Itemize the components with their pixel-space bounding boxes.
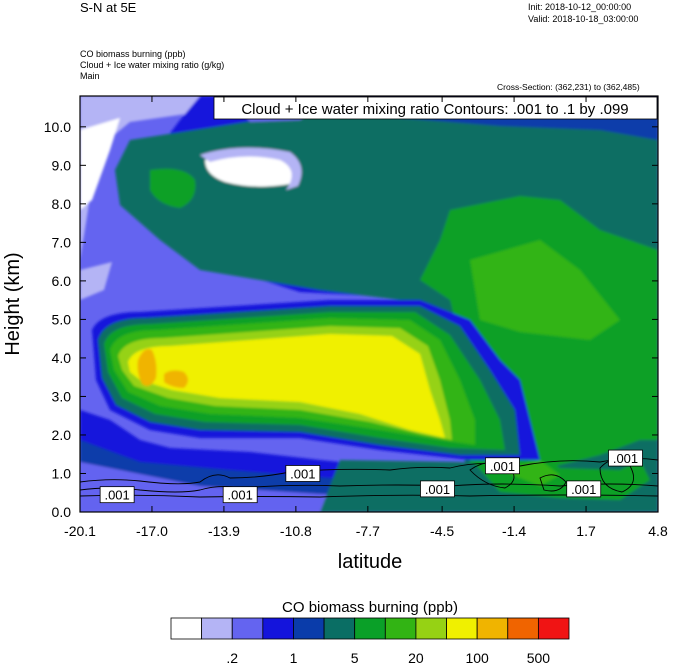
x-tick-label: -7.7	[356, 523, 380, 539]
contour-lines	[80, 457, 658, 498]
colorbar-label: .2	[226, 650, 238, 666]
colorbar-swatch	[415, 617, 447, 640]
colorbar: .2 1 5 20 100 500	[170, 617, 570, 666]
colorbar-swatch	[476, 617, 509, 640]
x-axis-label: latitude	[338, 551, 403, 573]
y-tick-label: 4.0	[52, 350, 72, 366]
y-tick-label: 6.0	[52, 273, 72, 289]
field-list: CO biomass burning (ppb) Cloud + Ice wat…	[80, 49, 224, 82]
contour-legend-text: Cloud + Ice water mixing ratio Contours:…	[241, 101, 628, 118]
colorbar-label: 5	[351, 650, 359, 666]
colorbar-swatch	[384, 617, 417, 640]
contour-label: .001	[571, 482, 596, 497]
x-tick-label: -17.0	[136, 523, 168, 539]
colorbar-swatch	[537, 617, 570, 640]
cross-section-label: Cross-Section: (362,231) to (362,485)	[497, 82, 640, 92]
colorbar-swatch	[354, 617, 386, 640]
contour-label-box	[566, 480, 602, 498]
y-tick-label: 7.0	[52, 234, 72, 250]
contour-label-box	[420, 480, 455, 498]
x-tick-label: -13.9	[208, 523, 240, 539]
colorbar-title: CO biomass burning (ppb)	[282, 599, 458, 616]
colorbar-swatch	[323, 617, 356, 640]
x-tick-label: 1.7	[576, 523, 596, 539]
field-co: CO biomass burning (ppb)	[80, 49, 186, 59]
contour-label: .001	[228, 488, 253, 503]
x-tick-label: 4.8	[648, 523, 668, 539]
colorbar-swatch	[507, 617, 539, 640]
colorbar-swatch	[201, 617, 233, 640]
contour-label-box	[485, 457, 520, 475]
plot-frame	[79, 95, 659, 513]
contour-label: .001	[290, 466, 315, 481]
contour-label-box	[608, 449, 643, 467]
contour-label-box	[99, 486, 135, 504]
colorbar-swatch	[446, 617, 478, 640]
x-tick-label: -4.5	[430, 523, 454, 539]
y-axis: 0.0 1.0 2.0 3.0 4.0 5.0 6.0 7.0 8.0 9.0 10.0	[44, 119, 658, 520]
field-cloud: Cloud + Ice water mixing ratio (g/kg)	[80, 60, 225, 70]
y-tick-label: 8.0	[52, 196, 72, 212]
colorbar-swatch	[293, 617, 325, 640]
x-axis: -20.1 -17.0 -13.9 -10.8 -7.7 -4.5 -1.4 1.7 4.8	[64, 96, 668, 539]
plot-title: S-N at 5E	[80, 0, 137, 15]
colorbar-label: 100	[465, 650, 489, 666]
colorbar-label: 1	[290, 650, 298, 666]
field-main: Main	[80, 71, 100, 81]
contour-legend-box	[213, 96, 658, 120]
x-tick-label: -20.1	[64, 523, 96, 539]
time-info: Init: 2018-10-12_00:00:00 Valid: 2018-10…	[528, 1, 638, 25]
y-tick-label: 2.0	[52, 427, 72, 443]
heatmap-field	[80, 96, 658, 512]
contour-label: .001	[104, 488, 129, 503]
y-axis-label: Height (km)	[2, 252, 24, 355]
contour-label: .001	[490, 459, 515, 474]
init-time: Init: 2018-10-12_00:00:00	[528, 2, 632, 12]
x-tick-label: -1.4	[502, 523, 526, 539]
valid-time: Valid: 2018-10-18_03:00:00	[528, 14, 639, 24]
y-tick-label: 10.0	[44, 119, 71, 135]
colorbar-swatch	[231, 617, 264, 640]
colorbar-label: 500	[527, 650, 551, 666]
contour-label: .001	[613, 451, 638, 466]
contour-label-box	[222, 486, 258, 504]
contour-label: .001	[425, 482, 450, 497]
colorbar-swatch	[170, 617, 203, 640]
colorbar-label: 20	[408, 650, 424, 666]
contour-label-box	[285, 465, 321, 482]
y-tick-label: 9.0	[52, 157, 72, 173]
y-tick-label: 0.0	[52, 504, 72, 520]
contour-label-group: .001 .001 .001 .001 .001 .001 .001	[99, 449, 643, 504]
y-tick-label: 3.0	[52, 388, 72, 404]
y-tick-label: 1.0	[52, 465, 72, 481]
colorbar-swatch	[262, 617, 294, 640]
x-tick-label: -10.8	[280, 523, 312, 539]
y-tick-label: 5.0	[52, 311, 72, 327]
